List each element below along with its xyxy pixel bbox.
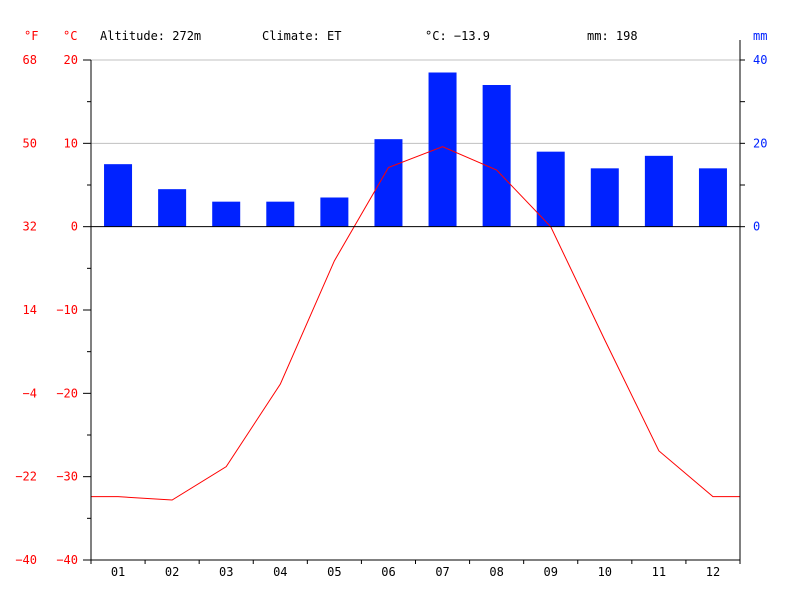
celsius-tick-label: 0 — [71, 220, 78, 234]
precip-bar — [374, 139, 403, 227]
tick-labels: 20 10 0 −10 −20 −30 −40 68 50 32 14 −4 −22 −40 40 20 0 01… — [15, 53, 767, 579]
precip-bar — [644, 155, 673, 227]
fahrenheit-tick-label: 68 — [23, 53, 37, 67]
month-label: 10 — [598, 565, 612, 579]
month-label: 02 — [165, 565, 179, 579]
month-label: 04 — [273, 565, 287, 579]
celsius-tick-label: −10 — [56, 303, 78, 317]
temperature-polyline — [91, 146, 740, 501]
celsius-tick-label: 10 — [64, 136, 78, 150]
fahrenheit-tick-label: 32 — [23, 220, 37, 234]
month-label: 03 — [219, 565, 233, 579]
month-label: 06 — [381, 565, 395, 579]
precip-bar — [266, 201, 295, 227]
precip-bar — [320, 197, 349, 227]
month-label: 08 — [489, 565, 503, 579]
precip-bar — [212, 201, 241, 227]
precip-bar — [698, 168, 727, 227]
mm-tick-label: 40 — [753, 53, 767, 67]
month-label: 01 — [111, 565, 125, 579]
month-label: 12 — [706, 565, 720, 579]
altitude-label: Altitude: 272m — [100, 29, 201, 43]
precip-bar — [482, 85, 511, 227]
mm-unit-label: mm — [753, 29, 767, 43]
celsius-unit-label: °C — [63, 29, 77, 43]
axes — [83, 40, 745, 564]
precip-bar — [590, 168, 619, 227]
total-precip-label: mm: 198 — [587, 29, 638, 43]
celsius-tick-label: −30 — [56, 470, 78, 484]
mm-tick-label: 20 — [753, 136, 767, 150]
fahrenheit-tick-label: 50 — [23, 136, 37, 150]
grid-lines — [91, 59, 740, 144]
mm-tick-label: 0 — [753, 220, 760, 234]
temperature-line — [91, 146, 740, 501]
fahrenheit-tick-label: −4 — [23, 386, 37, 400]
fahrenheit-tick-label: −22 — [15, 470, 37, 484]
precip-bar — [428, 72, 457, 227]
precipitation-bars — [104, 72, 727, 227]
month-label: 11 — [652, 565, 666, 579]
precip-bar — [104, 164, 133, 227]
fahrenheit-tick-label: 14 — [23, 303, 37, 317]
celsius-tick-label: −20 — [56, 386, 78, 400]
celsius-tick-label: 20 — [64, 53, 78, 67]
mean-temp-label: °C: −13.9 — [425, 29, 490, 43]
fahrenheit-unit-label: °F — [24, 29, 38, 43]
fahrenheit-tick-label: −40 — [15, 553, 37, 567]
precip-bar — [158, 189, 187, 227]
month-label: 09 — [543, 565, 557, 579]
celsius-tick-label: −40 — [56, 553, 78, 567]
precip-bar — [536, 151, 565, 227]
month-label: 07 — [435, 565, 449, 579]
month-label: 05 — [327, 565, 341, 579]
climate-label: Climate: ET — [262, 29, 341, 43]
